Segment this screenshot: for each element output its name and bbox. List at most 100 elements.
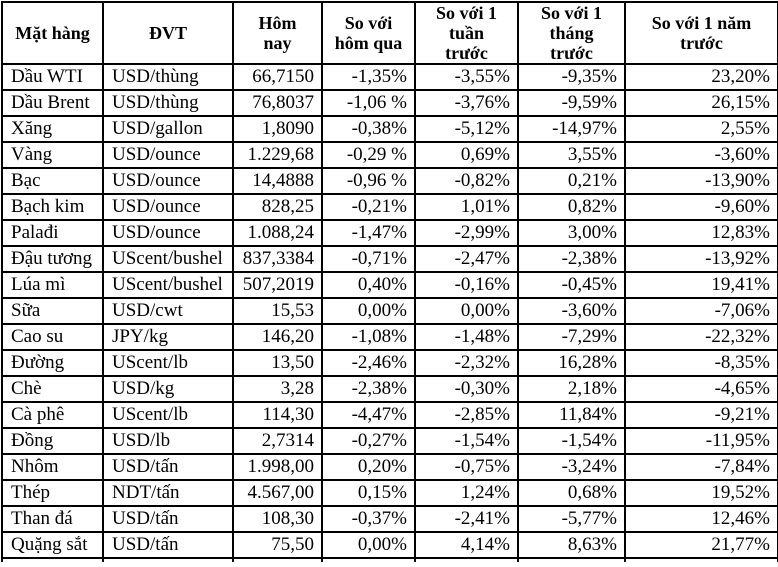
column-header-unit: ĐVT bbox=[102, 1, 234, 65]
cell-vs-year: 19,52% bbox=[624, 479, 778, 507]
cell-vs-year: -13,90% bbox=[624, 167, 778, 195]
cell-today: 507,2019 bbox=[232, 271, 323, 299]
table-row: Quặng sắt USD/tấn 75,50 0,00% 4,14% 8,63% 21,7… bbox=[1, 531, 778, 559]
cell-vs-week: 0,69% bbox=[414, 141, 519, 169]
cell-name: Dầu Brent bbox=[1, 89, 104, 117]
cell-vs-week: 4,14% bbox=[414, 531, 519, 559]
cell-vs-yesterday: -1,47% bbox=[321, 219, 416, 247]
partial-cell bbox=[517, 557, 626, 562]
cell-vs-month: -7,29% bbox=[517, 323, 626, 351]
cell-vs-yesterday: -0,27% bbox=[321, 427, 416, 455]
cell-name: Đậu tương bbox=[1, 245, 104, 273]
cell-vs-year: -22,32% bbox=[624, 323, 778, 351]
cell-unit: UScent/lb bbox=[102, 349, 234, 377]
table-body: Dầu WTI USD/thùng 66,7150 -1,35% -3,55% -9,35… bbox=[1, 63, 778, 559]
cell-today: 837,3384 bbox=[232, 245, 323, 273]
cell-vs-week: -0,75% bbox=[414, 453, 519, 481]
cell-vs-month: 0,68% bbox=[517, 479, 626, 507]
cell-unit: USD/lb bbox=[102, 427, 234, 455]
cell-vs-month: 16,28% bbox=[517, 349, 626, 377]
cell-vs-month: 11,84% bbox=[517, 401, 626, 429]
column-header-vs-year: So với 1 năm trước bbox=[624, 1, 778, 65]
cell-vs-yesterday: -1,06 % bbox=[321, 89, 416, 117]
cell-today: 76,8037 bbox=[232, 89, 323, 117]
cell-vs-week: -2,32% bbox=[414, 349, 519, 377]
column-header-vs-month: So với 1 tháng trước bbox=[517, 1, 626, 65]
cell-unit: USD/tấn bbox=[102, 505, 234, 533]
cell-vs-year: -13,92% bbox=[624, 245, 778, 273]
cell-vs-yesterday: 0,15% bbox=[321, 479, 416, 507]
next-row-partial bbox=[1, 557, 778, 562]
table-row: Dầu Brent USD/thùng 76,8037 -1,06 % -3,76% -9… bbox=[1, 89, 778, 117]
cell-vs-yesterday: -0,38% bbox=[321, 115, 416, 143]
cell-name: Quặng sắt bbox=[1, 531, 104, 559]
table-row: Thép NDT/tấn 4.567,00 0,15% 1,24% 0,68% 19,52% bbox=[1, 479, 778, 507]
cell-name: Bạc bbox=[1, 167, 104, 195]
cell-unit: USD/cwt bbox=[102, 297, 234, 325]
cell-vs-yesterday: -0,29 % bbox=[321, 141, 416, 169]
table-row: Palađi USD/ounce 1.088,24 -1,47% -2,99% 3,00%… bbox=[1, 219, 778, 247]
cell-name: Bạch kim bbox=[1, 193, 104, 221]
cell-today: 75,50 bbox=[232, 531, 323, 559]
cell-vs-week: -0,82% bbox=[414, 167, 519, 195]
cell-today: 114,30 bbox=[232, 401, 323, 429]
cell-unit: USD/tấn bbox=[102, 453, 234, 481]
partial-cell bbox=[414, 557, 519, 562]
cell-today: 1.998,00 bbox=[232, 453, 323, 481]
cell-today: 828,25 bbox=[232, 193, 323, 221]
cell-vs-yesterday: 0,40% bbox=[321, 271, 416, 299]
cell-vs-month: -9,35% bbox=[517, 63, 626, 91]
table-row: Đậu tương UScent/bushel 837,3384 -0,71% -2,4… bbox=[1, 245, 778, 273]
cell-unit: USD/thùng bbox=[102, 63, 234, 91]
cell-name: Cao su bbox=[1, 323, 104, 351]
cell-vs-yesterday: -1,08% bbox=[321, 323, 416, 351]
cell-unit: UScent/bushel bbox=[102, 271, 234, 299]
cell-name: Cà phê bbox=[1, 401, 104, 429]
table-row: Bạch kim USD/ounce 828,25 -0,21% 1,01% 0,82% -… bbox=[1, 193, 778, 221]
header-row: Mặt hàng ĐVT Hôm nay So với hôm qua So v… bbox=[1, 1, 778, 65]
cell-vs-month: -14,97% bbox=[517, 115, 626, 143]
table-row: Lúa mì UScent/bushel 507,2019 0,40% -0,16% -0… bbox=[1, 271, 778, 299]
table-row: Dầu WTI USD/thùng 66,7150 -1,35% -3,55% -9,35… bbox=[1, 63, 778, 91]
cell-name: Palađi bbox=[1, 219, 104, 247]
cell-vs-month: -2,38% bbox=[517, 245, 626, 273]
cell-today: 1,8090 bbox=[232, 115, 323, 143]
cell-unit: USD/thùng bbox=[102, 89, 234, 117]
cell-today: 1.229,68 bbox=[232, 141, 323, 169]
cell-vs-month: 3,00% bbox=[517, 219, 626, 247]
cell-name: Nhôm bbox=[1, 453, 104, 481]
cell-vs-month: -9,59% bbox=[517, 89, 626, 117]
table-row: Bạc USD/ounce 14,4888 -0,96 % -0,82% 0,21% -13… bbox=[1, 167, 778, 195]
cell-today: 1.088,24 bbox=[232, 219, 323, 247]
cell-vs-yesterday: -0,96 % bbox=[321, 167, 416, 195]
cell-today: 3,28 bbox=[232, 375, 323, 403]
cell-vs-yesterday: 0,00% bbox=[321, 531, 416, 559]
cell-unit: USD/gallon bbox=[102, 115, 234, 143]
cell-name: Thép bbox=[1, 479, 104, 507]
partial-cell bbox=[102, 557, 234, 562]
table-row: Nhôm USD/tấn 1.998,00 0,20% -0,75% -3,24% -7,8… bbox=[1, 453, 778, 481]
table-row: Vàng USD/ounce 1.229,68 -0,29 % 0,69% 3,55% -3… bbox=[1, 141, 778, 169]
cell-vs-yesterday: -4,47% bbox=[321, 401, 416, 429]
cell-vs-yesterday: -0,21% bbox=[321, 193, 416, 221]
cell-vs-year: 26,15% bbox=[624, 89, 778, 117]
table-row: Cà phê UScent/lb 114,30 -4,47% -2,85% 11,84% -… bbox=[1, 401, 778, 429]
cell-vs-year: 2,55% bbox=[624, 115, 778, 143]
cell-unit: USD/ounce bbox=[102, 167, 234, 195]
cell-vs-yesterday: 0,20% bbox=[321, 453, 416, 481]
cell-unit: USD/ounce bbox=[102, 141, 234, 169]
cell-vs-year: -9,60% bbox=[624, 193, 778, 221]
table-header: Mặt hàng ĐVT Hôm nay So với hôm qua So v… bbox=[1, 1, 778, 65]
cell-vs-week: -5,12% bbox=[414, 115, 519, 143]
cell-vs-month: 0,21% bbox=[517, 167, 626, 195]
cell-today: 146,20 bbox=[232, 323, 323, 351]
cell-vs-yesterday: -2,38% bbox=[321, 375, 416, 403]
cell-vs-month: 2,18% bbox=[517, 375, 626, 403]
table-row: Đồng USD/lb 2,7314 -0,27% -1,54% -1,54% -11,95… bbox=[1, 427, 778, 455]
column-header-name: Mặt hàng bbox=[1, 1, 104, 65]
cell-name: Xăng bbox=[1, 115, 104, 143]
cell-vs-week: -0,16% bbox=[414, 271, 519, 299]
cell-unit: USD/kg bbox=[102, 375, 234, 403]
column-header-vs-yesterday: So với hôm qua bbox=[321, 1, 416, 65]
